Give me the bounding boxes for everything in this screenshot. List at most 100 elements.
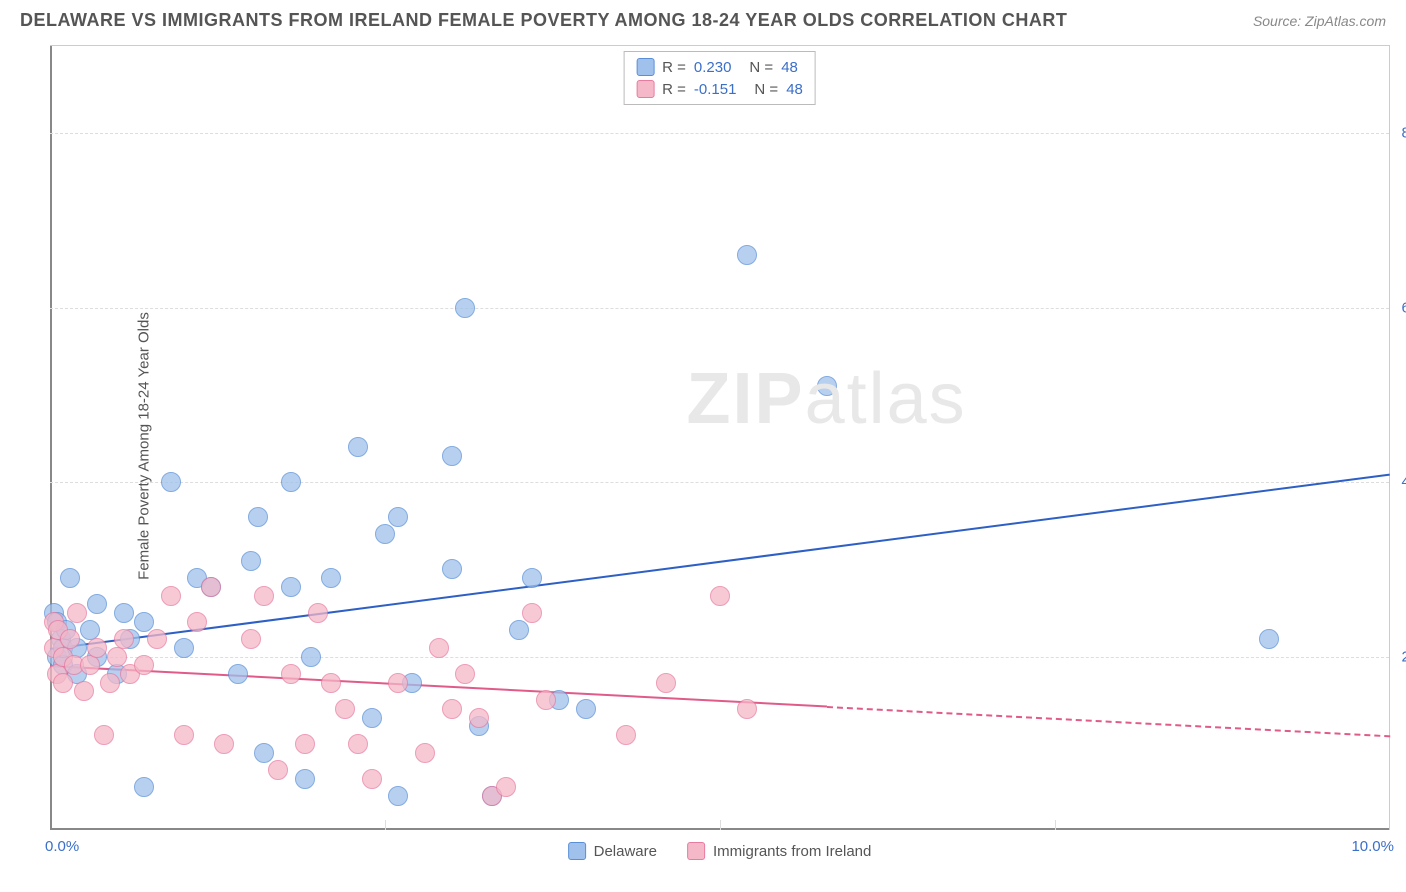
swatch-ireland xyxy=(687,842,705,860)
source-attribution: Source: ZipAtlas.com xyxy=(1253,13,1386,29)
x-tick xyxy=(385,820,386,830)
data-point xyxy=(67,603,87,623)
data-point xyxy=(241,551,261,571)
data-point xyxy=(134,655,154,675)
y-tick-label: 80.0% xyxy=(1401,125,1406,142)
data-point xyxy=(536,690,556,710)
trend-line-dashed xyxy=(827,706,1390,737)
data-point xyxy=(321,568,341,588)
data-point xyxy=(442,446,462,466)
legend-stats-row: R = -0.151 N = 48 xyxy=(636,78,803,100)
data-point xyxy=(616,725,636,745)
data-point xyxy=(114,629,134,649)
swatch-series-2 xyxy=(636,80,654,98)
data-point xyxy=(375,524,395,544)
data-point xyxy=(321,673,341,693)
data-point xyxy=(737,245,757,265)
data-point xyxy=(254,586,274,606)
trend-line xyxy=(50,665,827,707)
y-tick-label: 60.0% xyxy=(1401,299,1406,316)
data-point xyxy=(442,699,462,719)
data-point xyxy=(241,629,261,649)
data-point xyxy=(281,472,301,492)
data-point xyxy=(281,577,301,597)
data-point xyxy=(509,620,529,640)
data-point xyxy=(295,734,315,754)
x-tick xyxy=(1055,820,1056,830)
data-point xyxy=(254,743,274,763)
data-point xyxy=(174,638,194,658)
swatch-series-1 xyxy=(636,58,654,76)
data-point xyxy=(147,629,167,649)
legend-stats-row: R = 0.230 N = 48 xyxy=(636,56,803,78)
data-point xyxy=(522,603,542,623)
data-point xyxy=(388,507,408,527)
data-point xyxy=(268,760,288,780)
x-tick xyxy=(720,820,721,830)
data-point xyxy=(388,673,408,693)
data-point xyxy=(496,777,516,797)
data-point xyxy=(1259,629,1279,649)
x-tick-min: 0.0% xyxy=(45,838,79,855)
data-point xyxy=(388,786,408,806)
data-point xyxy=(308,603,328,623)
data-point xyxy=(335,699,355,719)
legend-label: Immigrants from Ireland xyxy=(713,843,871,860)
data-point xyxy=(248,507,268,527)
x-tick-max: 10.0% xyxy=(1351,838,1394,855)
data-point xyxy=(301,647,321,667)
data-point xyxy=(134,612,154,632)
data-point xyxy=(161,586,181,606)
legend-stats: R = 0.230 N = 48 R = -0.151 N = 48 xyxy=(623,51,816,105)
legend-item: Delaware xyxy=(568,842,657,860)
legend-item: Immigrants from Ireland xyxy=(687,842,871,860)
data-point xyxy=(201,577,221,597)
watermark: ZIPatlas xyxy=(687,358,967,440)
data-point xyxy=(60,568,80,588)
data-point xyxy=(74,681,94,701)
data-point xyxy=(817,376,837,396)
swatch-delaware xyxy=(568,842,586,860)
data-point xyxy=(214,734,234,754)
y-tick-label: 20.0% xyxy=(1401,648,1406,665)
data-point xyxy=(737,699,757,719)
data-point xyxy=(455,298,475,318)
scatter-chart: ZIPatlas R = 0.230 N = 48 R = -0.151 N =… xyxy=(50,45,1390,830)
data-point xyxy=(281,664,301,684)
y-axis-line xyxy=(50,46,52,830)
data-point xyxy=(228,664,248,684)
gridline xyxy=(50,308,1389,309)
data-point xyxy=(187,612,207,632)
data-point xyxy=(576,699,596,719)
data-point xyxy=(87,594,107,614)
data-point xyxy=(80,655,100,675)
data-point xyxy=(348,437,368,457)
data-point xyxy=(429,638,449,658)
data-point xyxy=(53,673,73,693)
data-point xyxy=(107,647,127,667)
data-point xyxy=(114,603,134,623)
data-point xyxy=(60,629,80,649)
data-point xyxy=(362,708,382,728)
header: DELAWARE VS IMMIGRANTS FROM IRELAND FEMA… xyxy=(0,0,1406,41)
data-point xyxy=(710,586,730,606)
data-point xyxy=(455,664,475,684)
data-point xyxy=(94,725,114,745)
data-point xyxy=(522,568,542,588)
legend-series: Delaware Immigrants from Ireland xyxy=(568,842,872,860)
data-point xyxy=(362,769,382,789)
data-point xyxy=(174,725,194,745)
data-point xyxy=(348,734,368,754)
gridline xyxy=(50,482,1389,483)
gridline xyxy=(50,133,1389,134)
data-point xyxy=(295,769,315,789)
data-point xyxy=(442,559,462,579)
data-point xyxy=(161,472,181,492)
gridline xyxy=(50,657,1389,658)
data-point xyxy=(469,708,489,728)
data-point xyxy=(415,743,435,763)
data-point xyxy=(100,673,120,693)
y-tick-label: 40.0% xyxy=(1401,474,1406,491)
legend-label: Delaware xyxy=(594,843,657,860)
data-point xyxy=(87,638,107,658)
